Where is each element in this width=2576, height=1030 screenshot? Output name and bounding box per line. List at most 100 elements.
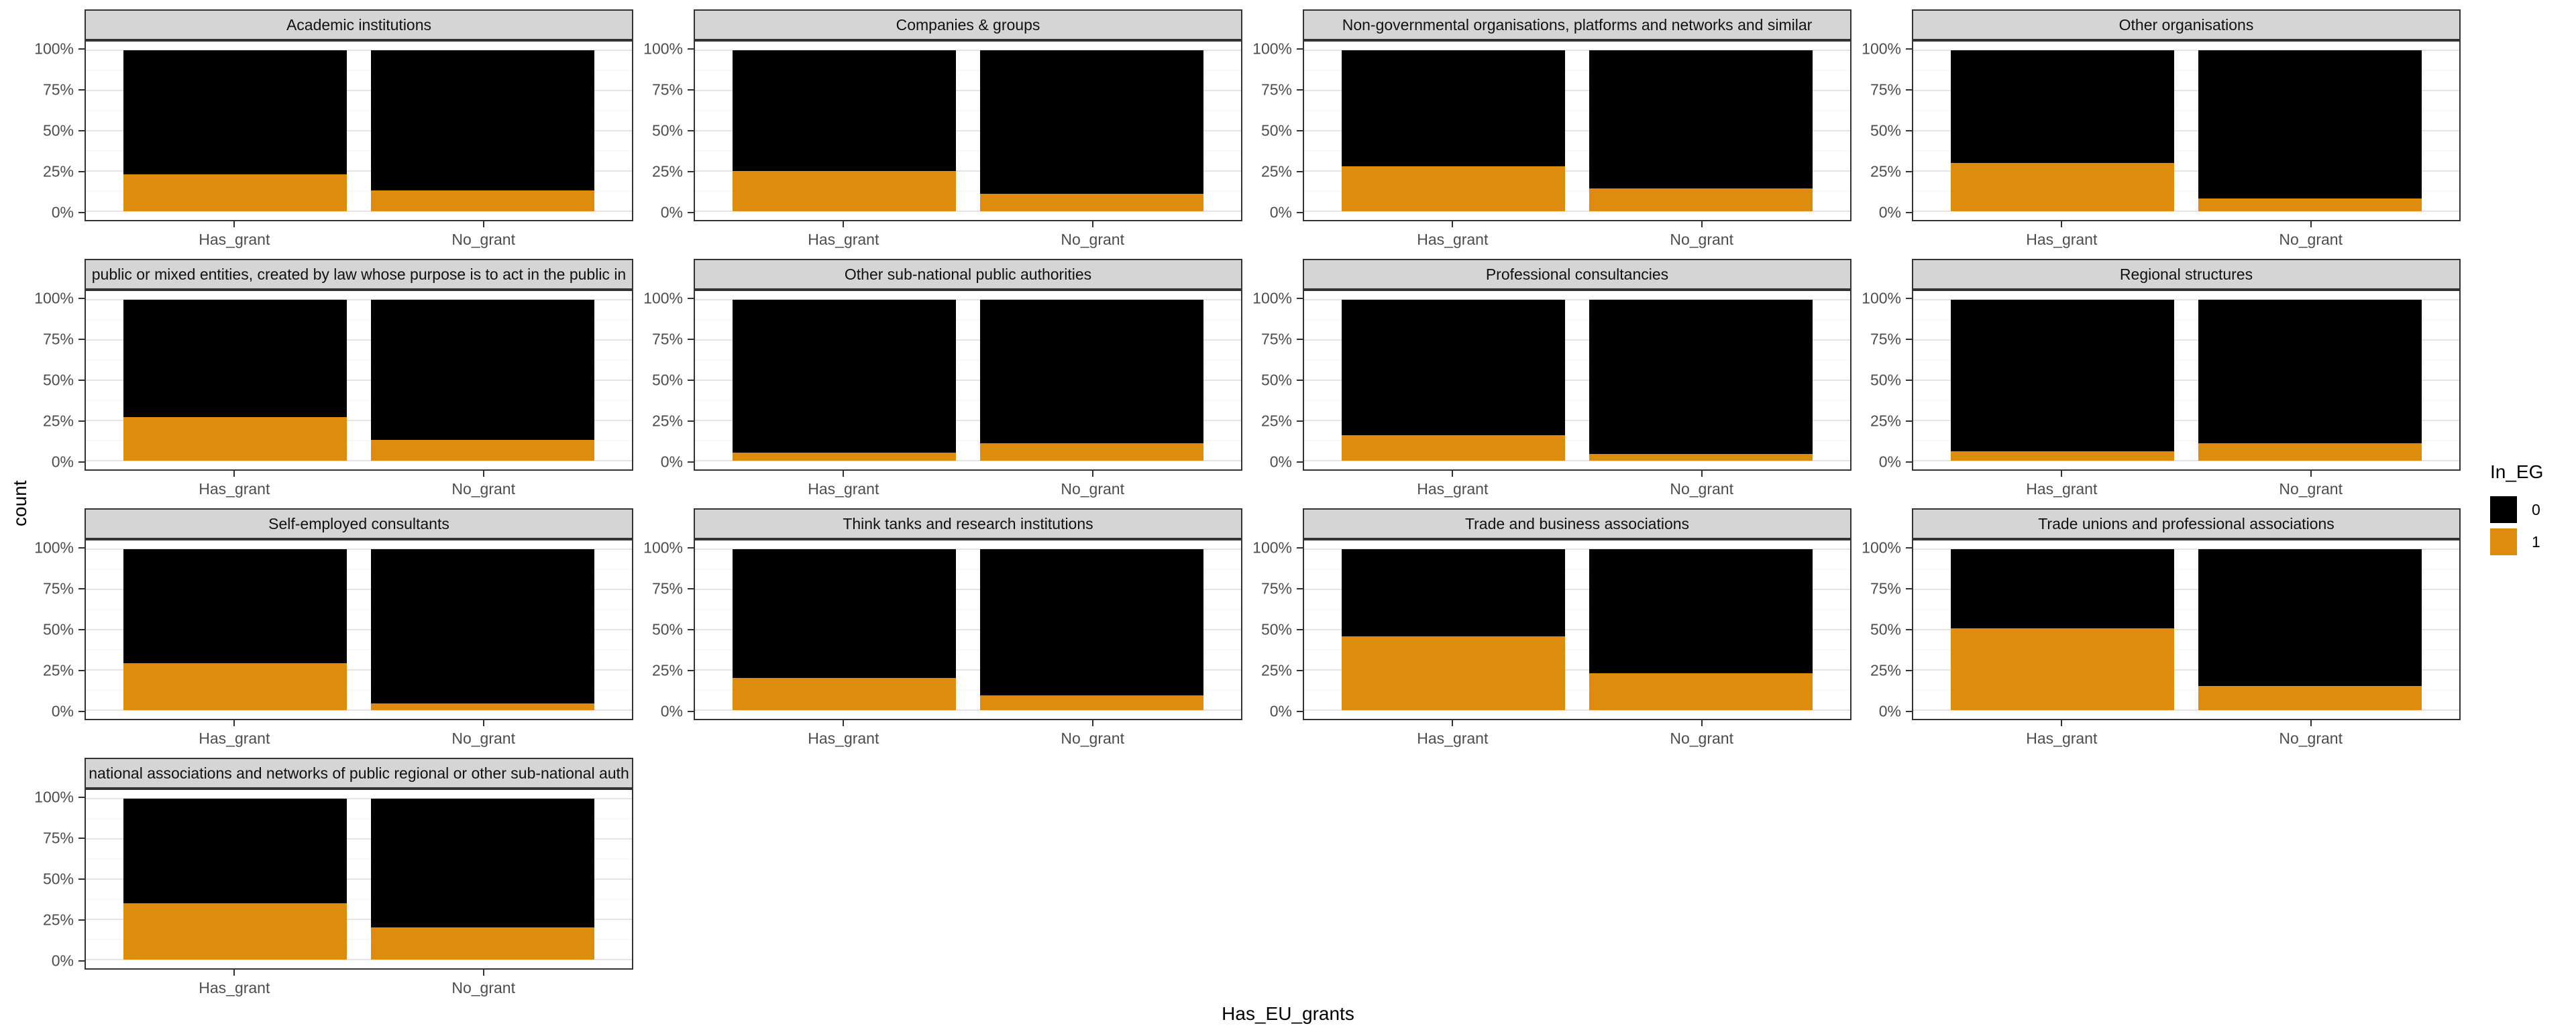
y-tick-label: 75%: [1260, 330, 1292, 348]
y-axis: 0% 25% 50% 75% 100%: [24, 539, 85, 720]
y-tick-label: 50%: [651, 620, 683, 638]
stacked-bar-no_grant: [1589, 549, 1813, 710]
x-tick-mark: [2310, 221, 2312, 227]
major-gridline: [1304, 380, 1850, 381]
y-axis: 0% 25% 50% 75% 100%: [1851, 290, 1912, 471]
segment-in-eg-0: [1341, 50, 1565, 166]
y-tick-label: 50%: [42, 620, 74, 638]
y-tick-mark: [78, 670, 85, 671]
x-axis: Has_grant No_grant: [1912, 471, 2461, 499]
y-tick-label: 25%: [1260, 162, 1292, 180]
x-tick-label: Has_grant: [199, 730, 270, 747]
facet-12: Trade unions and professional associatio…: [1851, 508, 2461, 748]
y-tick-mark: [688, 380, 694, 381]
y-tick-label: 0%: [1269, 203, 1292, 221]
y-tick-mark: [1906, 298, 1912, 299]
y-tick-label: 0%: [51, 952, 74, 970]
minor-gridline: [1913, 400, 2459, 401]
y-tick-label: 25%: [1260, 412, 1292, 430]
x-tick-label: No_grant: [1061, 730, 1124, 747]
y-tick-mark: [1297, 339, 1303, 340]
segment-in-eg-0: [2198, 549, 2422, 686]
x-tick-mark: [1091, 720, 1093, 726]
facet-panel: [1912, 40, 2461, 221]
stacked-bar-no_grant: [371, 549, 595, 710]
y-tick-mark: [1906, 48, 1912, 50]
x-axis: Has_grant No_grant: [85, 720, 633, 748]
facet-8: Regional structures 0% 25% 50% 75% 100% Has_gr…: [1851, 259, 2461, 499]
x-tick-label: Has_grant: [1417, 231, 1489, 248]
facet-strip-title: Trade unions and professional associatio…: [1912, 508, 2461, 539]
x-axis: Has_grant No_grant: [1303, 221, 1851, 249]
segment-in-eg-1: [123, 417, 347, 461]
y-tick-label: 100%: [34, 538, 74, 557]
segment-in-eg-1: [1950, 451, 2174, 461]
major-gridline: [1304, 669, 1850, 671]
minor-gridline: [86, 899, 632, 900]
facet-panel: [1303, 40, 1851, 221]
stacked-bar-has_grant: [1341, 300, 1565, 461]
major-gridline: [695, 130, 1241, 131]
stacked-bar-has_grant: [732, 50, 956, 211]
x-tick-label: Has_grant: [199, 480, 270, 498]
x-tick-mark: [482, 471, 484, 477]
y-tick-label: 75%: [42, 330, 74, 348]
y-tick-label: 100%: [643, 289, 683, 307]
facet-panel: [85, 290, 633, 471]
y-tick-mark: [1906, 588, 1912, 589]
stacked-bar-has_grant: [1950, 549, 2174, 710]
stacked-bar-no_grant: [980, 300, 1204, 461]
minor-gridline: [1304, 569, 1850, 570]
y-tick-mark: [688, 298, 694, 299]
segment-in-eg-1: [1589, 454, 1813, 461]
y-tick-label: 100%: [34, 289, 74, 307]
x-tick-label: No_grant: [1670, 480, 1733, 498]
segment-in-eg-1: [1589, 188, 1813, 211]
legend-swatch: [2490, 496, 2517, 523]
y-tick-mark: [1906, 339, 1912, 340]
y-tick-mark: [78, 838, 85, 839]
major-gridline: [86, 339, 632, 341]
y-tick-mark: [1297, 298, 1303, 299]
y-tick-mark: [1906, 629, 1912, 630]
stacked-bar-has_grant: [123, 549, 347, 710]
y-tick-label: 50%: [42, 870, 74, 888]
facet-strip-title: Companies & groups: [694, 9, 1242, 40]
x-tick-label: Has_grant: [199, 231, 270, 248]
x-tick-mark: [482, 720, 484, 726]
y-tick-label: 50%: [42, 121, 74, 139]
y-axis: 0% 25% 50% 75% 100%: [24, 789, 85, 970]
major-gridline: [86, 549, 632, 550]
y-tick-label: 50%: [1260, 121, 1292, 139]
major-gridline: [86, 798, 632, 799]
y-tick-mark: [78, 711, 85, 712]
facet-panel: [1303, 290, 1851, 471]
y-tick-mark: [78, 48, 85, 50]
x-tick-label: Has_grant: [2026, 730, 2098, 747]
major-gridline: [1913, 130, 2459, 131]
segment-in-eg-0: [2198, 50, 2422, 198]
x-axis: Has_grant No_grant: [85, 970, 633, 998]
major-gridline: [1304, 170, 1850, 172]
minor-gridline: [86, 190, 632, 192]
minor-gridline: [1304, 689, 1850, 691]
major-gridline: [1304, 549, 1850, 550]
y-tick-mark: [1297, 420, 1303, 422]
segment-in-eg-0: [1589, 300, 1813, 455]
facet-panel: [1912, 290, 2461, 471]
minor-gridline: [86, 569, 632, 570]
x-axis: Has_grant No_grant: [694, 720, 1242, 748]
x-tick-label: Has_grant: [808, 480, 879, 498]
segment-in-eg-1: [123, 903, 347, 960]
y-tick-label: 75%: [1870, 330, 1901, 348]
minor-gridline: [695, 150, 1241, 152]
y-tick-mark: [78, 89, 85, 91]
stacked-bar-has_grant: [732, 549, 956, 710]
major-gridline: [86, 130, 632, 131]
segment-in-eg-1: [732, 171, 956, 211]
stacked-bar-no_grant: [371, 799, 595, 960]
y-tick-mark: [1297, 670, 1303, 671]
x-tick-mark: [2061, 720, 2063, 726]
y-tick-label: 75%: [651, 80, 683, 99]
y-tick-label: 75%: [42, 829, 74, 847]
